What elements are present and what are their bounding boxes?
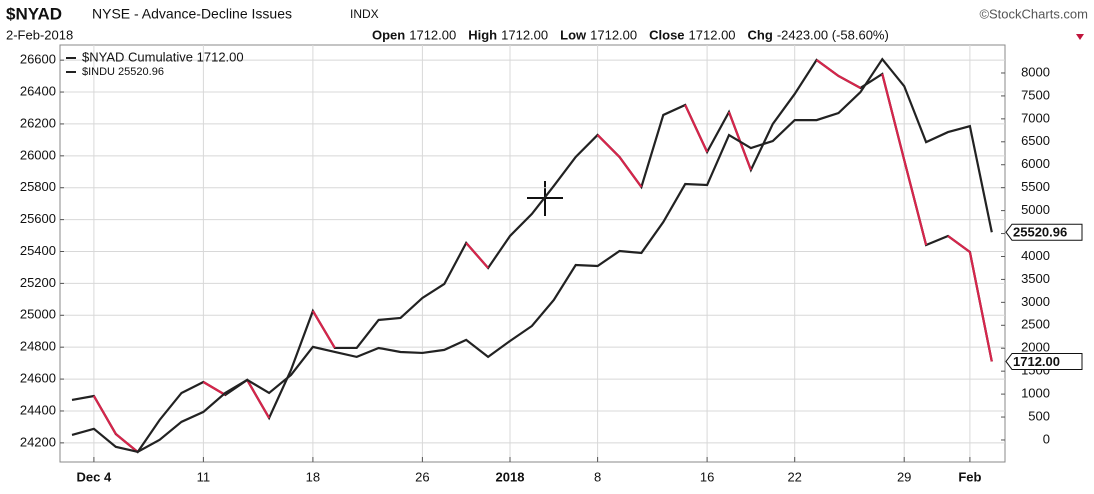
quote-value: 1712.00 [501, 27, 548, 42]
y2-tick-label: 4000 [1021, 248, 1050, 263]
symbol: $NYAD [6, 4, 62, 23]
y-tick-label: 24200 [20, 434, 56, 449]
down-segment [596, 134, 621, 158]
x-tick-label: Feb [958, 469, 981, 484]
plot-frame [59, 44, 1006, 463]
y2-tick-label: 6500 [1021, 133, 1050, 148]
last-value-label: 1712.00 [1013, 354, 1060, 369]
y-tick-label: 24800 [20, 339, 56, 354]
y-tick-label: 25400 [20, 243, 56, 258]
y2-tick-label: 2000 [1021, 340, 1050, 355]
y2-tick-label: 5000 [1021, 202, 1050, 217]
x-tick-label: 8 [594, 469, 601, 484]
x-tick-label: 22 [787, 469, 801, 484]
y-tick-label: 25000 [20, 307, 56, 322]
y-tick-label: 24600 [20, 371, 56, 386]
y-tick-label: 24400 [20, 402, 56, 417]
down-segment [246, 379, 271, 419]
y2-tick-label: 8000 [1021, 64, 1050, 79]
series-line [71, 58, 993, 454]
down-segment [881, 73, 906, 161]
y-tick-label: 26200 [20, 115, 56, 130]
y-tick-label: 26000 [20, 147, 56, 162]
y2-tick-label: 500 [1028, 408, 1050, 423]
y2-tick-label: 7000 [1021, 110, 1050, 125]
series-line [71, 57, 993, 453]
y-tick-label: 26600 [20, 52, 56, 67]
x-tick-label: 29 [897, 469, 911, 484]
quote-value: -2423.00 (-58.60%) [777, 27, 889, 42]
quote-label: Open [372, 27, 405, 42]
down-segment [115, 433, 139, 453]
last-value-box [1005, 223, 1083, 241]
down-segment [92, 395, 117, 435]
legend-label: $INDU 25520.96 [82, 66, 164, 78]
y-tick-label: 25600 [20, 211, 56, 226]
y-tick-label: 25200 [20, 275, 56, 290]
x-tick-label: 26 [415, 469, 429, 484]
quote-label: Low [560, 27, 587, 42]
x-tick-label: 11 [197, 469, 211, 484]
quote-label: Close [649, 27, 684, 42]
y-tick-label: 26400 [20, 83, 56, 98]
y2-tick-label: 6000 [1021, 156, 1050, 171]
credit: ©StockCharts.com [979, 6, 1088, 21]
y2-tick-label: 5500 [1021, 179, 1050, 194]
down-segment [311, 310, 336, 349]
down-segment [903, 159, 928, 246]
y-tick-label: 25800 [20, 179, 56, 194]
y2-tick-label: 0 [1043, 431, 1050, 446]
date: 2-Feb-2018 [6, 27, 73, 42]
quote-label: High [468, 27, 497, 42]
down-segment [947, 235, 971, 253]
quote-value: 1712.00 [590, 27, 637, 42]
down-segment [684, 104, 709, 153]
exchange: INDX [350, 7, 379, 21]
x-tick-label: Dec 4 [77, 469, 112, 484]
down-arrow [1076, 34, 1084, 40]
down-segment [815, 59, 840, 77]
y2-tick-label: 7500 [1021, 87, 1050, 102]
y2-tick-label: 2500 [1021, 317, 1050, 332]
y2-tick-label: 3000 [1021, 294, 1050, 309]
x-tick-label: 16 [700, 469, 714, 484]
security-name: NYSE - Advance-Decline Issues [92, 6, 292, 22]
y2-tick-label: 3500 [1021, 271, 1050, 286]
down-segment [465, 242, 489, 269]
last-value-box [1005, 352, 1083, 370]
legend-label: $NYAD Cumulative 1712.00 [82, 49, 244, 64]
quote-value: 1712.00 [689, 27, 736, 42]
quote-label: Chg [748, 27, 773, 42]
x-tick-label: 18 [306, 469, 320, 484]
last-value-label: 25520.96 [1013, 225, 1067, 240]
y2-tick-label: 1000 [1021, 386, 1050, 401]
x-tick-label: 2018 [496, 469, 525, 484]
down-segment [837, 75, 861, 89]
down-segment [968, 251, 993, 362]
down-segment [618, 156, 643, 188]
quote-value: 1712.00 [409, 27, 456, 42]
quote-bar: Open 1712.00 High 1712.00 Low 1712.00 Close 171… [372, 27, 889, 42]
down-segment [202, 381, 226, 396]
